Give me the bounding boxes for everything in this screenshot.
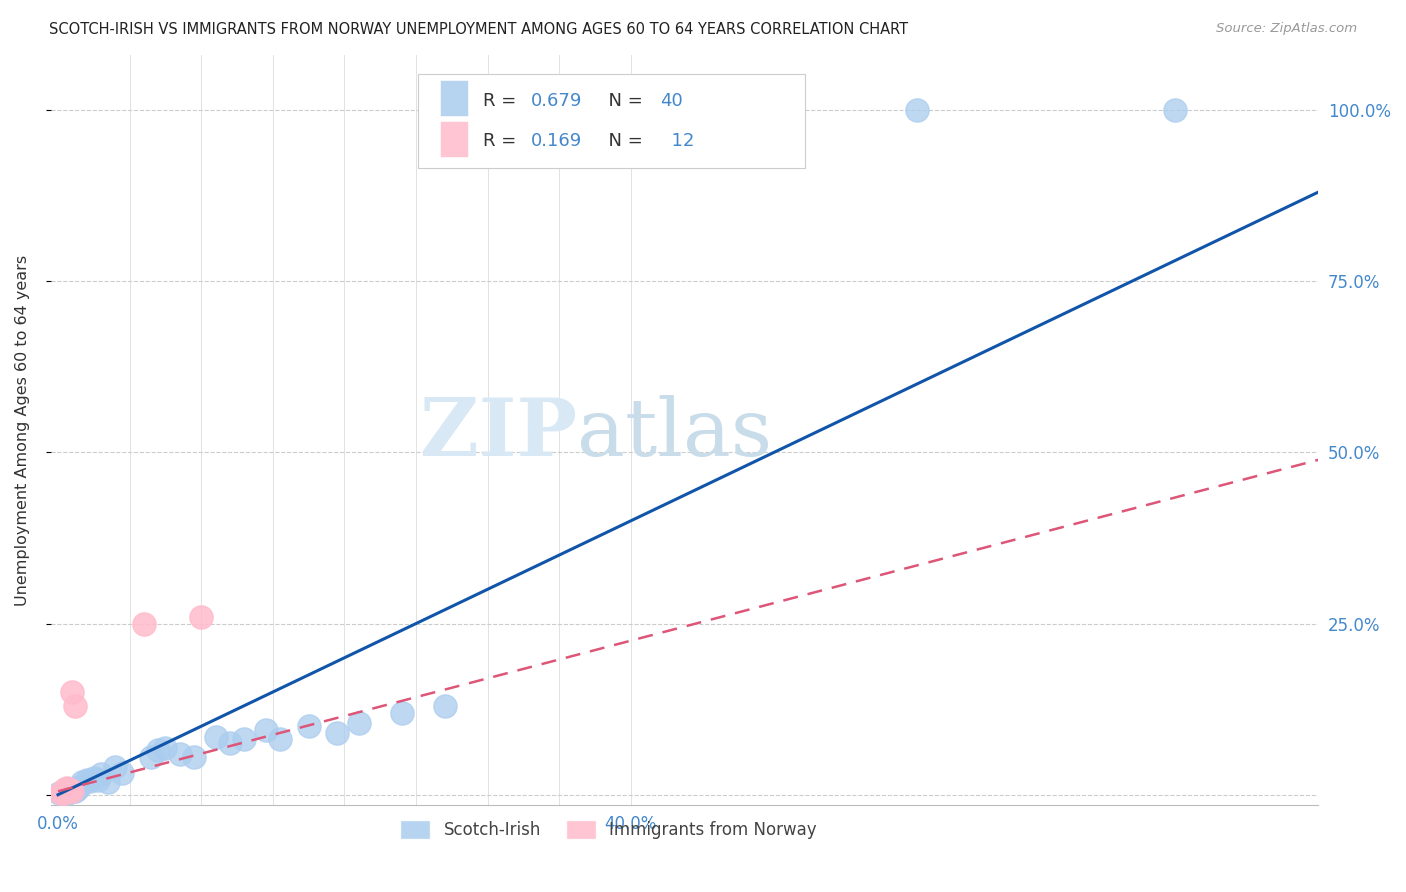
Point: [56, 781, 79, 796]
Point: [183, 750, 205, 764]
Point: [905, 103, 928, 117]
Point: [58, 783, 80, 797]
Point: [49, 786, 72, 800]
Text: SCOTCH-IRISH VS IMMIGRANTS FROM NORWAY UNEMPLOYMENT AMONG AGES 60 TO 64 YEARS CO: SCOTCH-IRISH VS IMMIGRANTS FROM NORWAY U…: [49, 22, 908, 37]
Point: [326, 726, 349, 740]
Point: [233, 731, 256, 746]
Point: [76, 772, 98, 787]
Point: [139, 750, 162, 764]
Point: [48, 786, 70, 800]
Text: atlas: atlas: [576, 395, 772, 473]
Point: [190, 609, 212, 624]
Point: [58, 783, 80, 797]
Point: [433, 698, 456, 713]
Point: [148, 743, 170, 757]
FancyBboxPatch shape: [440, 80, 468, 117]
Point: [111, 765, 134, 780]
Point: [63, 698, 86, 713]
Point: [56, 786, 79, 800]
Point: [90, 767, 112, 781]
Text: Source: ZipAtlas.com: Source: ZipAtlas.com: [1216, 22, 1357, 36]
Text: N =: N =: [598, 132, 648, 151]
Point: [79, 774, 101, 789]
Point: [72, 775, 94, 789]
Text: ZIP: ZIP: [420, 395, 576, 473]
Point: [254, 723, 277, 737]
FancyBboxPatch shape: [440, 121, 468, 157]
Point: [1164, 103, 1187, 117]
Point: [60, 784, 83, 798]
Point: [51, 785, 73, 799]
Point: [347, 715, 370, 730]
Point: [97, 775, 120, 789]
Point: [49, 786, 72, 800]
Point: [204, 730, 226, 744]
Text: 0.679: 0.679: [531, 92, 582, 110]
Point: [60, 685, 83, 699]
Point: [52, 786, 75, 800]
Point: [87, 772, 110, 787]
Point: [391, 706, 413, 720]
Text: 0.169: 0.169: [531, 132, 582, 151]
FancyBboxPatch shape: [419, 74, 806, 168]
Point: [269, 731, 291, 746]
Point: [132, 616, 155, 631]
Point: [104, 760, 127, 774]
Text: N =: N =: [598, 92, 648, 110]
Point: [63, 783, 86, 797]
Point: [60, 783, 83, 797]
Point: [83, 771, 105, 785]
Legend: Scotch-Irish, Immigrants from Norway: Scotch-Irish, Immigrants from Norway: [394, 813, 824, 846]
Point: [55, 780, 77, 795]
Point: [52, 786, 75, 800]
Text: 40: 40: [661, 92, 683, 110]
Point: [65, 781, 87, 796]
Text: R =: R =: [484, 132, 522, 151]
Point: [69, 780, 91, 794]
Text: R =: R =: [484, 92, 522, 110]
Point: [62, 782, 84, 797]
Point: [55, 785, 77, 799]
Point: [169, 747, 191, 761]
Point: [51, 785, 73, 799]
Y-axis label: Unemployment Among Ages 60 to 64 years: Unemployment Among Ages 60 to 64 years: [15, 254, 30, 606]
Point: [218, 736, 240, 750]
Point: [155, 741, 177, 756]
Text: 12: 12: [661, 132, 695, 151]
Point: [298, 719, 321, 733]
Point: [59, 783, 82, 797]
Point: [53, 782, 76, 797]
Point: [53, 784, 76, 798]
